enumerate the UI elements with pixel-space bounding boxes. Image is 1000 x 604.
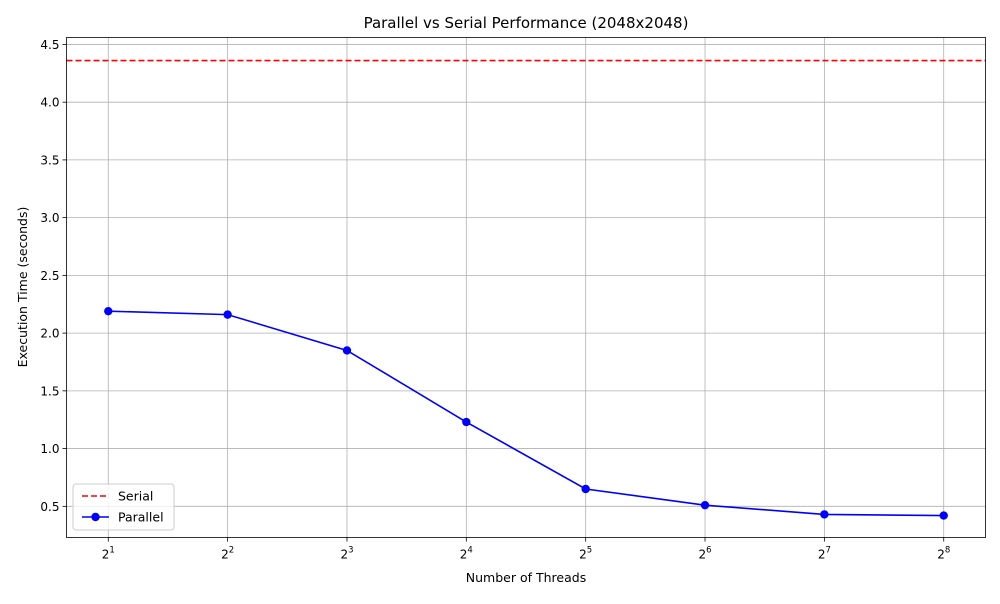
parallel-line [108,310,944,517]
x-tick-label: 25 [579,546,592,562]
y-tick-label: 2.0 [40,327,59,341]
x-tick-label: 21 [102,546,115,562]
x-axis-label: Number of Threads [466,570,586,585]
chart-title: Parallel vs Serial Performance (2048x204… [364,14,689,32]
plot-frame [66,37,986,538]
x-axis: 21 22 23 24 25 26 27 28 [102,537,950,562]
parallel-point [342,346,352,355]
x-tick-label: 23 [340,546,353,562]
parallel-point [939,511,948,520]
y-tick-label: 0.5 [40,500,59,514]
parallel-point [104,306,113,316]
parallel-point [820,510,829,519]
x-tick-label: 27 [818,546,831,562]
y-axis: 0.5 1.0 1.5 2.0 2.5 3.0 3.5 4.0 4.5 [40,38,67,514]
x-tick-label: 26 [698,546,711,562]
grid-lines [66,37,986,538]
parallel-point [581,484,590,494]
x-tick-label: 28 [937,546,950,562]
legend: Serial Parallel [72,483,175,531]
parallel-point [223,310,232,319]
y-axis-label: Execution Time (seconds) [15,207,30,368]
legend-label: Parallel [118,510,164,525]
plot-series [66,59,986,520]
y-tick-label: 4.5 [40,38,59,52]
parallel-point [700,500,710,510]
x-tick-label: 24 [460,546,473,562]
y-tick-label: 2.5 [40,269,59,283]
y-tick-label: 4.0 [40,96,59,110]
y-tick-label: 3.5 [40,153,59,167]
legend-marker-parallel [91,512,100,522]
y-tick-label: 3.0 [40,211,59,225]
legend-label: Serial [118,489,153,504]
y-tick-label: 1.0 [40,442,59,456]
y-tick-label: 1.5 [40,384,59,398]
x-tick-label: 22 [221,546,234,562]
parallel-point [462,417,471,427]
